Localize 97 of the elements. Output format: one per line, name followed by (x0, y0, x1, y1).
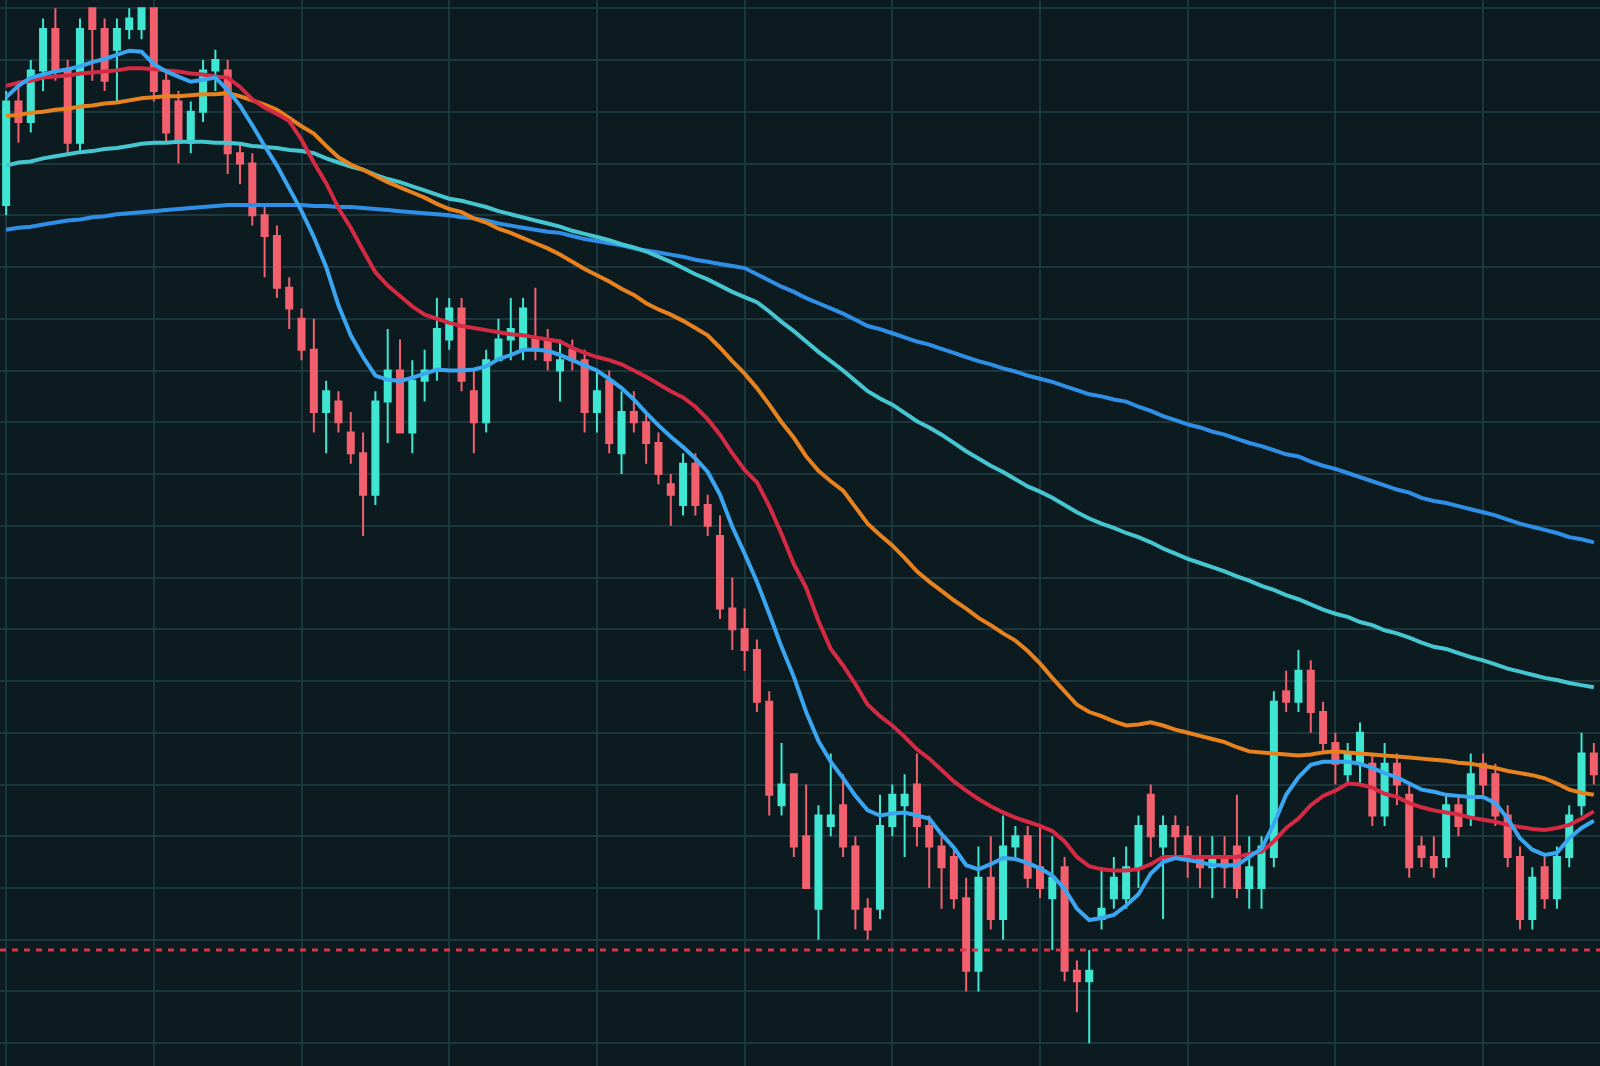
candlestick (1171, 814, 1180, 858)
candlestick (1085, 949, 1094, 1045)
candlestick (715, 514, 725, 620)
candlestick (1417, 835, 1426, 869)
candlestick (679, 452, 688, 517)
candlestick (1245, 835, 1254, 910)
candlestick (322, 379, 331, 455)
candlestick (629, 390, 638, 434)
candlestick (125, 7, 134, 41)
candlestick (1035, 824, 1045, 900)
candlestick (1109, 855, 1118, 910)
candlestick (592, 369, 601, 434)
candlestick (1577, 731, 1586, 817)
candlestick (949, 845, 958, 910)
candlestick (1183, 824, 1192, 879)
candlestick (174, 90, 183, 165)
candlestick (728, 576, 737, 651)
candlestick (334, 390, 343, 434)
candlestick (789, 773, 798, 858)
candlestick (432, 297, 441, 382)
candlestick (1442, 793, 1451, 869)
candlestick (986, 835, 995, 931)
candlestick (297, 307, 306, 362)
candlestick (642, 410, 651, 465)
candlestick (51, 7, 60, 82)
candlestick (1072, 959, 1081, 1014)
candlestick (580, 348, 589, 434)
candlestick (752, 638, 761, 714)
candlestick (999, 814, 1008, 941)
candlestick (371, 390, 380, 507)
candlestick (285, 276, 294, 331)
candlestick (383, 328, 392, 444)
candlestick (1466, 752, 1475, 827)
candlestick (2, 90, 11, 217)
candlestick (248, 152, 257, 227)
candlestick (654, 431, 663, 486)
candlestick (937, 835, 946, 910)
candlestick (346, 410, 355, 465)
candlestick (211, 48, 220, 93)
candlestick (1294, 648, 1303, 714)
candlestick (1540, 855, 1549, 910)
candlestick (494, 317, 503, 362)
candlestick (112, 17, 121, 103)
candlestick (531, 286, 540, 362)
candlestick (826, 752, 835, 838)
candlestick (1429, 835, 1438, 879)
candlestick (1122, 845, 1131, 910)
candlestick (1552, 845, 1561, 910)
candlestick (863, 897, 872, 941)
candlestick (482, 348, 491, 434)
candlestick (839, 773, 848, 858)
candlestick (1060, 855, 1069, 983)
candlestick (359, 431, 368, 538)
candlestick (137, 7, 146, 41)
candlestick (272, 224, 281, 300)
candlestick (1589, 742, 1598, 786)
candlestick (309, 317, 318, 434)
candlestick (260, 203, 269, 279)
candlestick (888, 783, 897, 838)
candlestick (802, 783, 811, 889)
candlestick (1306, 659, 1315, 734)
candlestick (605, 369, 614, 455)
candlestick (617, 390, 626, 475)
candlestick (1048, 835, 1057, 952)
candlestick (1023, 824, 1032, 889)
candlestick (555, 338, 565, 403)
candlestick (666, 473, 675, 527)
candlestick (962, 876, 971, 993)
candlestick (1134, 814, 1143, 889)
candlestick (88, 7, 97, 82)
candlestick (186, 100, 195, 155)
candlestick (912, 752, 921, 848)
candlestick (814, 804, 823, 941)
candlestick (1146, 783, 1155, 858)
candlestick (395, 338, 405, 434)
candlestick (875, 793, 885, 921)
candlestick (1282, 669, 1291, 714)
candlestick (1528, 866, 1537, 931)
candlestick (1011, 824, 1020, 858)
candlestick (691, 452, 700, 517)
candlestick (925, 814, 934, 889)
candlestick (1405, 783, 1414, 879)
candlestick (740, 607, 749, 672)
candlestick (703, 493, 712, 538)
candlestick (469, 369, 478, 455)
candlestick (39, 17, 48, 93)
candlestick (765, 690, 774, 817)
candlestick (851, 835, 860, 931)
candlestick (162, 69, 171, 144)
candlestick (974, 845, 983, 993)
candlestick (900, 773, 909, 858)
candlestick (1515, 845, 1525, 931)
candlestick (1159, 814, 1168, 921)
candlestick (408, 359, 417, 455)
candlestick (235, 141, 245, 186)
candlestick (1319, 700, 1328, 755)
candlestick (777, 742, 786, 817)
